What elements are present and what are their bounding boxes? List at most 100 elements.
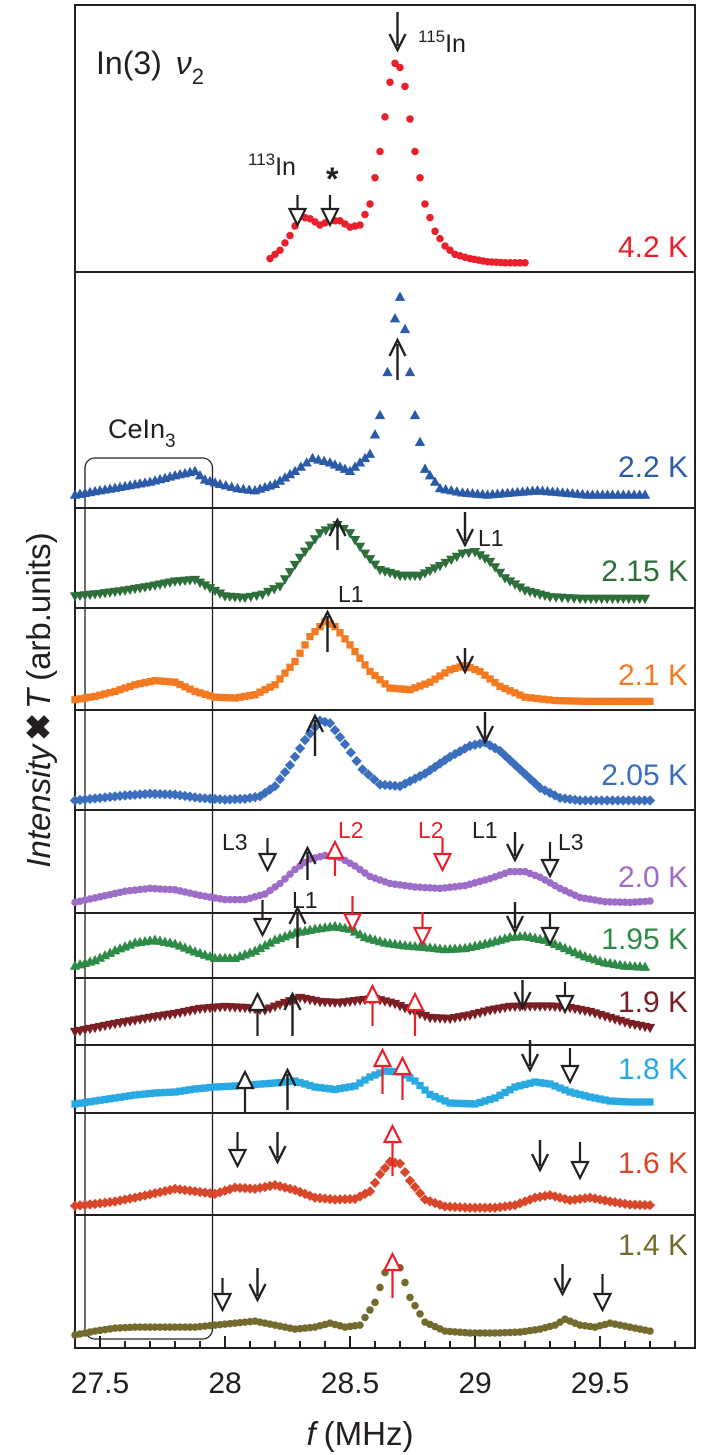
data-point [424, 1196, 436, 1207]
data-point [504, 577, 516, 587]
data-point [229, 1182, 241, 1193]
data-point [607, 795, 618, 806]
data-point [304, 728, 316, 739]
solid-arrow [520, 1040, 540, 1073]
data-point [194, 578, 206, 588]
data-point [451, 552, 463, 563]
data-point [646, 1098, 654, 1106]
data-point [594, 697, 602, 705]
data-point [354, 929, 366, 939]
solid-arrow [278, 1067, 297, 1110]
data-point [491, 679, 499, 687]
y-axis-title: Intensity✖ T (arb.units) [20, 532, 57, 867]
data-point [156, 677, 164, 685]
data-point [79, 794, 91, 805]
data-point [256, 688, 264, 696]
solid-arrow [318, 609, 337, 652]
data-point [281, 1078, 289, 1086]
data-point [101, 1095, 109, 1104]
data-point [346, 641, 354, 649]
data-point [184, 1185, 196, 1196]
temperature-label: 2.15 K [601, 555, 688, 588]
data-point [279, 575, 291, 585]
solid-arrow [298, 845, 317, 880]
data-point [134, 1191, 146, 1202]
data-point [189, 575, 201, 586]
data-point [585, 795, 597, 806]
data-point [416, 682, 424, 690]
data-point [416, 1310, 424, 1318]
data-point [521, 693, 529, 701]
data-point [564, 1194, 576, 1206]
y-axis-unit: (arb.units) [20, 532, 57, 681]
data-point [646, 697, 654, 705]
data-point [379, 779, 391, 791]
solid-arrow [283, 991, 302, 1036]
data-point [345, 747, 357, 758]
data-point [364, 1186, 376, 1197]
data-point [356, 221, 364, 229]
data-point [144, 1189, 156, 1200]
data-point [268, 585, 280, 595]
annotation-label: L2 [338, 817, 364, 843]
data-point [244, 1183, 256, 1194]
data-point [191, 1085, 199, 1093]
data-point [309, 535, 321, 545]
data-point [141, 679, 149, 687]
data-point [414, 436, 426, 447]
data-point [616, 1097, 624, 1106]
data-point [386, 1067, 394, 1075]
open-arrow [592, 1274, 613, 1313]
data-point [286, 231, 294, 240]
data-point [331, 1085, 339, 1094]
data-point [374, 409, 386, 420]
data-point [301, 1080, 309, 1088]
data-point [381, 680, 389, 688]
data-point [574, 1193, 586, 1205]
data-point [394, 291, 406, 301]
temperature-label: 1.95 K [601, 923, 688, 956]
data-point [314, 715, 326, 726]
cein3-label: CeIn3 [108, 414, 176, 452]
data-point [161, 1088, 169, 1097]
data-point [236, 693, 244, 701]
annotation-label: L2 [418, 817, 444, 843]
data-point [456, 1099, 464, 1108]
data-point [401, 685, 409, 693]
data-point [626, 697, 634, 705]
data-point [466, 1100, 474, 1108]
data-point [639, 961, 651, 971]
data-point [379, 1162, 391, 1174]
temperature-label: 2.2 K [618, 451, 688, 484]
data-point [351, 755, 362, 767]
data-point [224, 794, 236, 805]
open-arrow [325, 839, 345, 876]
data-point [486, 1095, 494, 1104]
data-point [141, 1090, 149, 1098]
data-point [386, 684, 394, 692]
data-point [628, 795, 640, 806]
data-point [174, 790, 186, 801]
data-point [356, 1321, 364, 1329]
data-point [454, 746, 466, 757]
data-point [186, 1086, 194, 1094]
data-point [426, 1090, 434, 1099]
data-point [581, 1092, 589, 1100]
data-point [121, 684, 129, 692]
open-arrow [362, 983, 383, 1026]
data-point [71, 1100, 79, 1108]
data-point [271, 681, 279, 689]
data-point [516, 691, 524, 699]
data-point [306, 1081, 314, 1090]
data-point [151, 676, 159, 685]
data-point [324, 718, 336, 729]
data-point [226, 694, 234, 702]
data-point [369, 1177, 381, 1189]
open-arrow [342, 896, 363, 933]
data-point [286, 663, 294, 671]
data-point [434, 561, 446, 572]
data-point [354, 457, 366, 467]
data-point [294, 743, 306, 754]
open-arrow [412, 912, 433, 947]
data-point [376, 676, 384, 684]
